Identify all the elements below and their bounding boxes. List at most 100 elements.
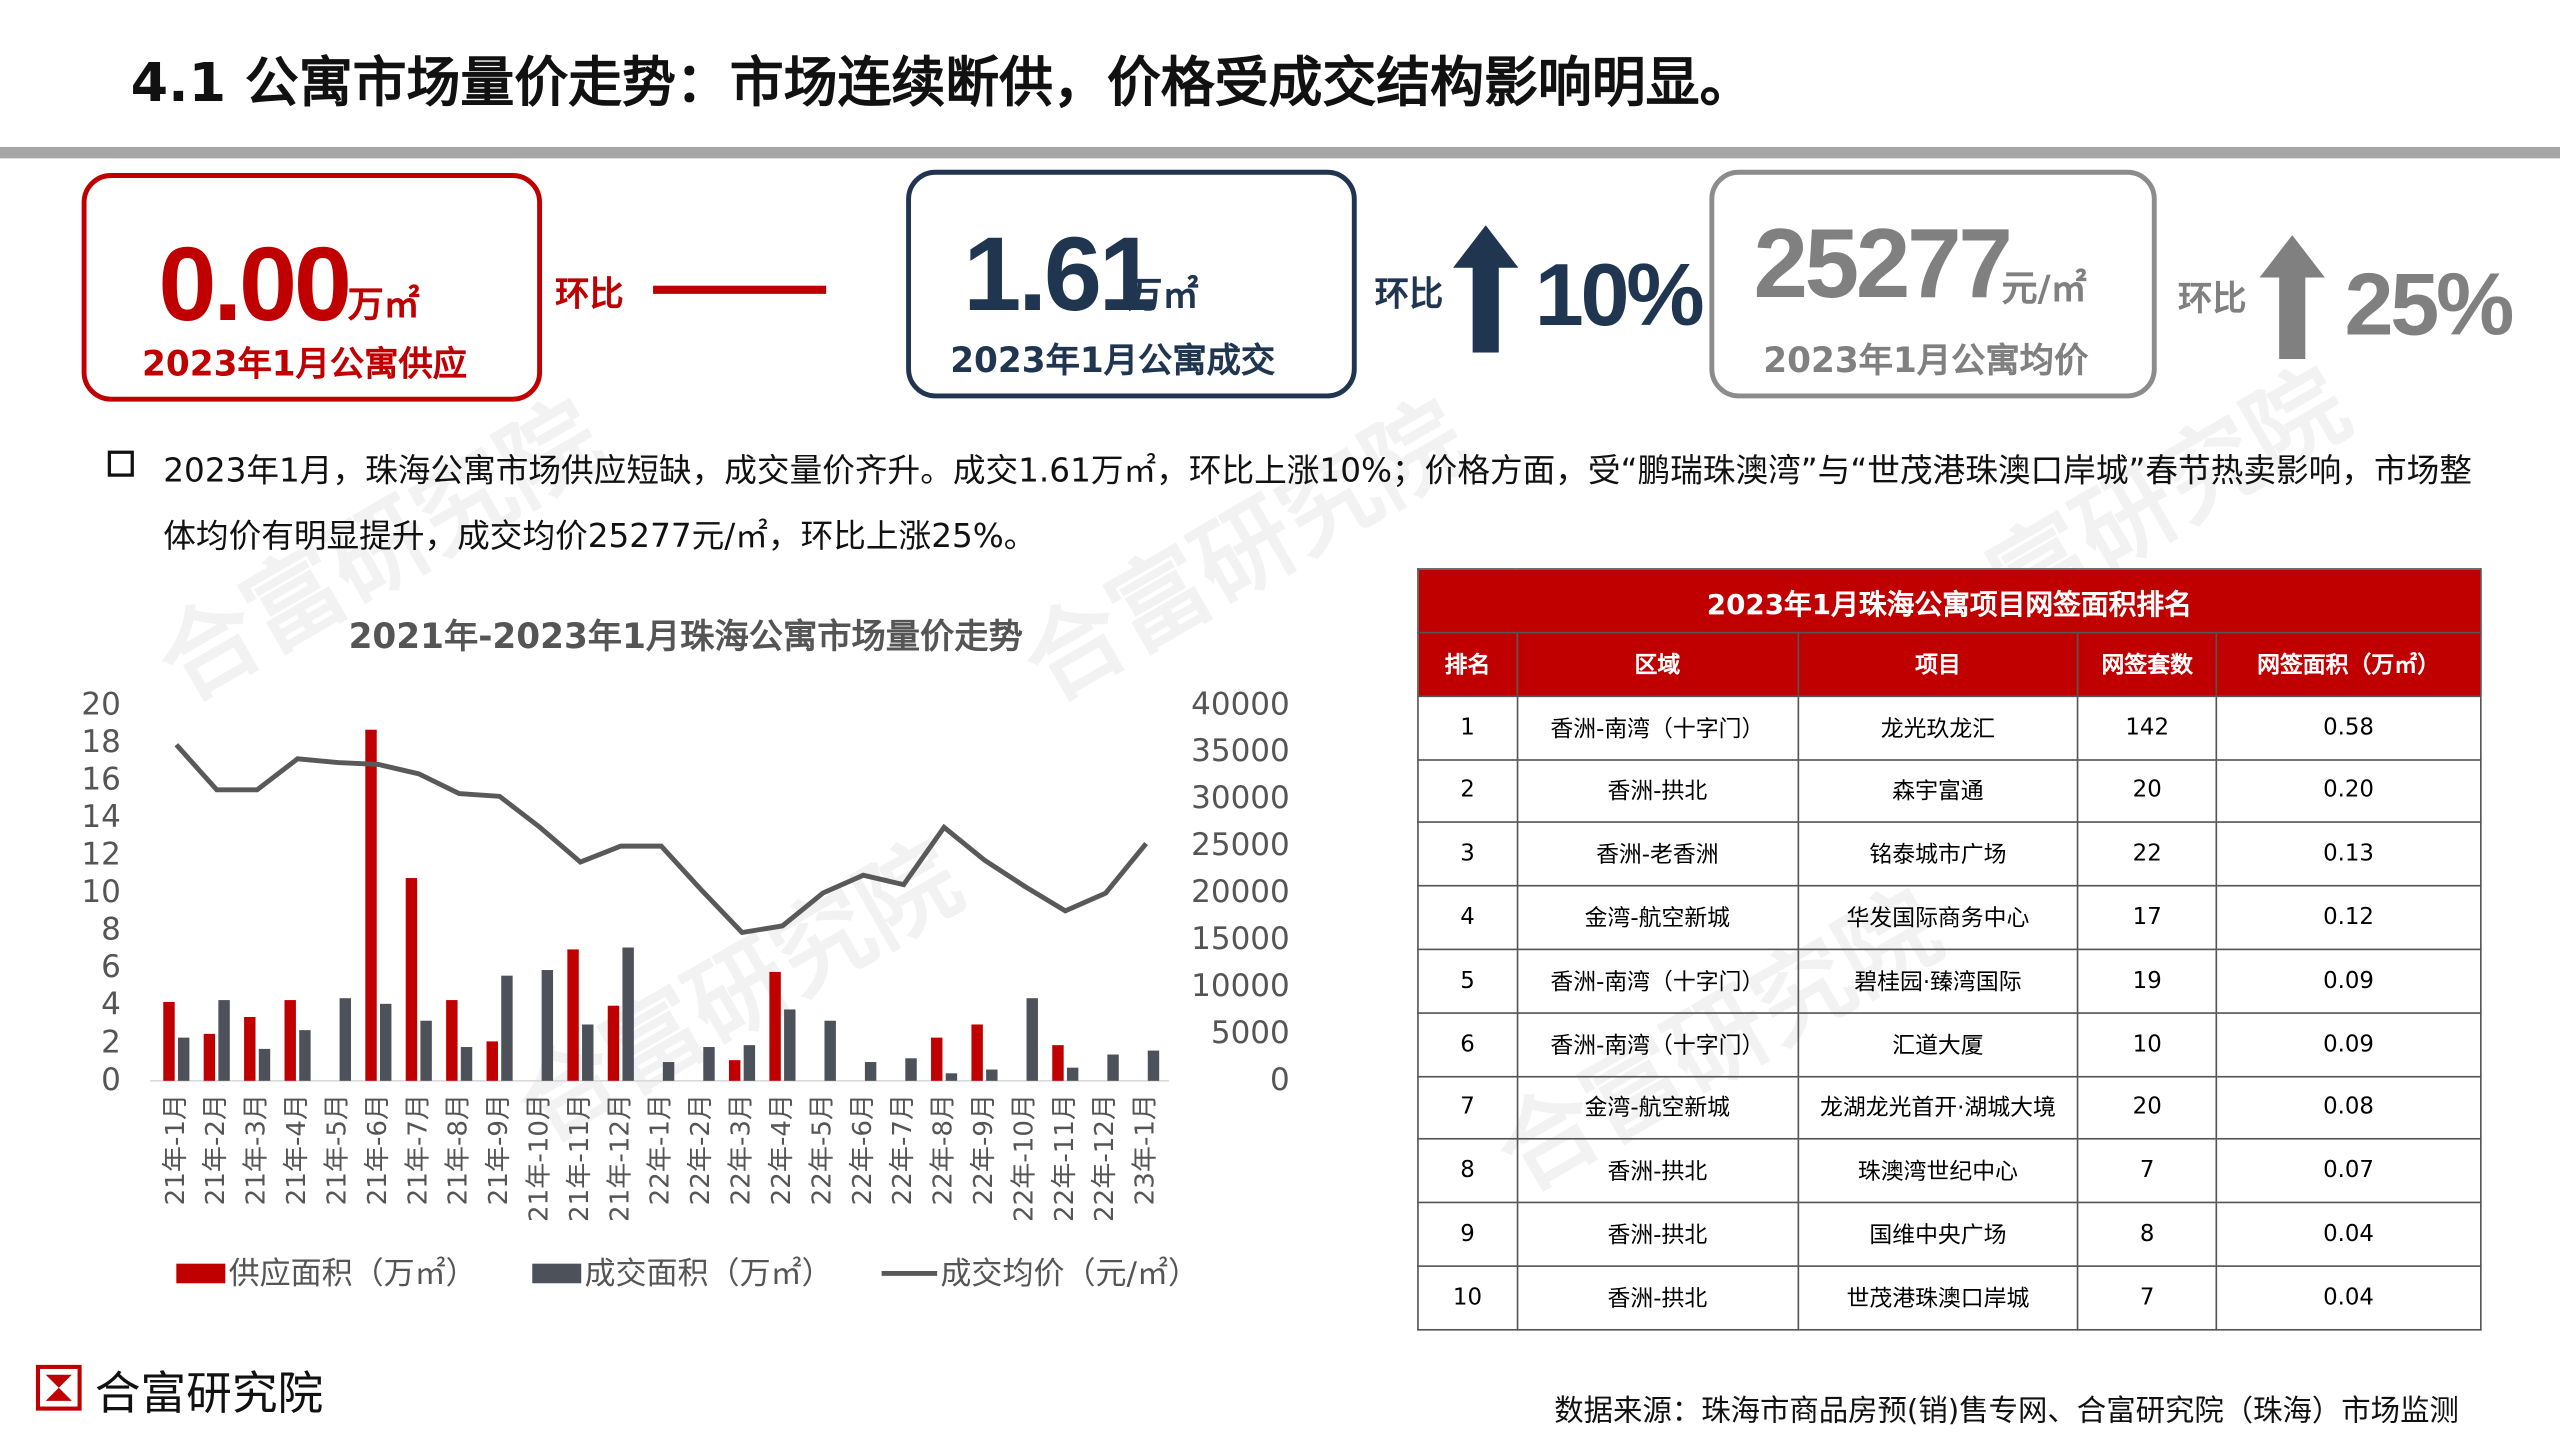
y2-tick-label: 20000	[1191, 874, 1290, 910]
table-cell: 20	[2077, 1075, 2218, 1141]
table-cell: 9	[1417, 1201, 1518, 1267]
table-cell: 0.13	[2215, 821, 2482, 887]
x-tick-label: 22年-3月	[727, 1094, 757, 1205]
x-tick-label: 23年-1月	[1131, 1094, 1161, 1205]
x-tick-label: 22年-8月	[929, 1094, 959, 1205]
x-tick-label: 22年-12月	[1090, 1094, 1120, 1222]
y2-tick-label: 30000	[1191, 780, 1290, 816]
bar	[582, 1024, 594, 1081]
table-cell: 17	[2077, 885, 2218, 951]
bar	[379, 1003, 392, 1081]
legend-label: 供应面积（万㎡）	[229, 1256, 477, 1292]
bar	[203, 1033, 216, 1081]
x-tick-label: 22年-11月	[1050, 1094, 1080, 1222]
table-cell: 世茂港珠澳口岸城	[1796, 1265, 2080, 1331]
table-cell: 香洲-南湾（十字门）	[1516, 948, 1799, 1014]
table-row: 8 香洲-拱北 珠澳湾世纪中心 7 0.07	[1417, 1138, 2482, 1204]
table-row: 9 香洲-拱北 国维中央广场 8 0.04	[1417, 1201, 2482, 1267]
table-row: 10 香洲-拱北 世茂港珠澳口岸城 7 0.04	[1417, 1265, 2482, 1331]
x-tick-label: 22年-10月	[1009, 1094, 1039, 1222]
bar	[420, 1020, 432, 1081]
y-tick-label: 16	[81, 761, 120, 797]
table-row: 4 金湾-航空新城 华发国际商务中心 17 0.12	[1417, 885, 2482, 951]
table-cell: 0.08	[2215, 1075, 2482, 1141]
header-cell: 网签面积（万㎡）	[2215, 631, 2482, 697]
bar	[446, 1000, 458, 1081]
header-cell: 区域	[1516, 631, 1799, 697]
kpi-unit: 万㎡	[347, 285, 420, 327]
table-title: 2023年1月珠海公寓项目网签面积排名	[1417, 568, 2482, 634]
y2-tick-label: 0	[1270, 1062, 1290, 1098]
table-body: 1 香洲-南湾（十字门） 龙光玖龙汇 142 0.58 2 香洲-拱北 森宇富通 20 0.20 3…	[1417, 695, 2482, 1331]
bar	[405, 878, 418, 1081]
table-cell: 龙光玖龙汇	[1796, 695, 2080, 761]
bar	[339, 998, 352, 1081]
up-arrow	[2259, 235, 2325, 360]
table-cell: 20	[2077, 758, 2218, 824]
header-row: 排名 区域 项目 网签套数 网签面积（万㎡）	[1417, 631, 2482, 697]
table-row: 6 香洲-南湾（十字门） 汇道大厦 10 0.09	[1417, 1011, 2482, 1077]
x-tick-label: 22年-9月	[969, 1094, 999, 1205]
table-cell: 0.58	[2215, 695, 2482, 761]
table-cell: 香洲-南湾（十字门）	[1516, 695, 1799, 761]
y-tick-label: 10	[81, 874, 120, 910]
table-cell: 5	[1417, 948, 1518, 1014]
x-tick-label: 21年-8月	[444, 1094, 474, 1205]
table-cell: 香洲-拱北	[1516, 758, 1799, 824]
x-tick-label: 21年-12月	[605, 1094, 635, 1222]
x-tick-label: 21年-4月	[282, 1094, 312, 1205]
bar	[662, 1062, 675, 1081]
bar	[905, 1058, 917, 1081]
table-cell: 香洲-拱北	[1516, 1138, 1799, 1204]
bar	[1026, 998, 1038, 1081]
kpi-label: 2023年1月公寓供应	[142, 344, 468, 384]
table-row: 1 香洲-南湾（十字门） 龙光玖龙汇 142 0.58	[1417, 695, 2482, 761]
table-cell: 4	[1417, 885, 1518, 951]
table-cell: 7	[2077, 1265, 2218, 1331]
bar	[567, 949, 579, 1081]
table-cell: 0.04	[2215, 1201, 2482, 1267]
bar	[284, 1000, 296, 1081]
kpi-value: 0.00	[158, 225, 352, 343]
x-tick-label: 21年-9月	[484, 1094, 514, 1205]
table-cell: 6	[1417, 1011, 1518, 1077]
table-cell: 华发国际商务中心	[1796, 885, 2080, 951]
table-row: 2 香洲-拱北 森宇富通 20 0.20	[1417, 758, 2482, 824]
x-tick-label: 21年-2月	[201, 1094, 231, 1205]
y2-tick-label: 15000	[1191, 921, 1290, 957]
kpi-card: 25277 元/㎡ 2023年1月公寓均价	[1709, 169, 2157, 399]
x-tick-label: 22年-5月	[807, 1094, 837, 1205]
bar	[163, 1001, 175, 1081]
kpi-value: 1.61	[963, 215, 1157, 334]
bullet	[107, 450, 134, 477]
y2-tick-label: 5000	[1211, 1015, 1290, 1051]
table-row: 7 金湾-航空新城 龙湖龙光首开·湖城大境 20 0.08	[1417, 1075, 2482, 1141]
bar	[784, 1009, 796, 1081]
bar	[703, 1047, 715, 1081]
table-cell: 龙湖龙光首开·湖城大境	[1796, 1075, 2080, 1141]
x-tick-label: 21年-5月	[322, 1094, 352, 1205]
price-line	[174, 743, 1149, 936]
y2-tick-label: 40000	[1191, 686, 1290, 722]
bar	[1052, 1045, 1064, 1081]
bar	[258, 1048, 271, 1081]
header-cell: 网签套数	[2077, 631, 2218, 697]
y2-tick-label: 25000	[1191, 827, 1290, 863]
x-tick-label: 22年-1月	[646, 1094, 676, 1205]
bar	[986, 1069, 998, 1081]
table-cell: 0.07	[2215, 1138, 2482, 1204]
table-cell: 7	[1417, 1075, 1518, 1141]
table-cell: 0.20	[2215, 758, 2482, 824]
header-cell: 排名	[1417, 631, 1518, 697]
legend-label: 成交面积（万㎡）	[584, 1256, 832, 1292]
chart-title: 2021年-2023年1月珠海公寓市场量价走势	[349, 617, 1023, 657]
bar	[460, 1047, 473, 1081]
logo-icon	[35, 1364, 82, 1411]
table-cell: 铭泰城市广场	[1796, 821, 2080, 887]
kpi-label: 2023年1月公寓成交	[950, 341, 1276, 381]
y-tick-label: 0	[101, 1062, 121, 1098]
y-tick-label: 2	[101, 1024, 121, 1060]
table-cell: 香洲-拱北	[1516, 1265, 1799, 1331]
table-cell: 3	[1417, 821, 1518, 887]
x-tick-label: 22年-7月	[888, 1094, 918, 1205]
